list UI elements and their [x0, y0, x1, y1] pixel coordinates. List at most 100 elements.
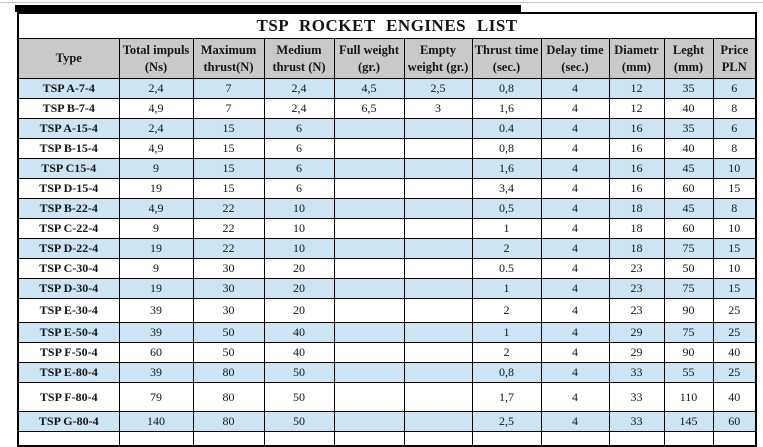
title-row: TSP ROCKET ENGINES LIST: [17, 12, 757, 39]
table-cell: 15: [192, 138, 265, 159]
table-cell: 20: [263, 278, 335, 299]
table-cell: 6: [263, 118, 335, 139]
row-type-label: TSP B-22-4: [17, 198, 120, 219]
table-row: TSP G-80-4 140 80 50 2,5 4 33 145 60: [17, 411, 757, 432]
table-cell: [333, 258, 405, 279]
table-cell: 1: [471, 278, 542, 299]
table-cell: 10: [263, 218, 335, 239]
table-cell: 29: [608, 342, 665, 363]
table-cell: 9: [118, 158, 194, 179]
table-cell: 1: [471, 322, 542, 343]
table-cell: 15: [712, 238, 757, 259]
table-cell: 45: [663, 198, 714, 219]
table-cell: 4: [540, 178, 610, 199]
table-cell: 35: [663, 118, 714, 139]
table-row: TSP C-30-4 9 30 20 0.5 4 23 50 10: [17, 258, 757, 279]
column-header: Empty weight (gr.): [403, 38, 473, 79]
table-cell: 15: [712, 278, 757, 299]
table-cell: 30: [192, 278, 265, 299]
row-type-label: TSP F-50-4: [17, 342, 120, 363]
table-cell: 18: [608, 218, 665, 239]
table-cell: 22: [192, 238, 265, 259]
top-black-bar: [15, 5, 521, 12]
table-cell: 6,5: [333, 98, 405, 119]
table-cell: 23: [608, 298, 665, 323]
window-top-edge: [0, 2, 763, 3]
table-cell: 35: [663, 78, 714, 99]
table-cell: 145: [663, 411, 714, 432]
table-row: TSP E-80-4 39 80 50 0,8 4 33 55 25: [17, 362, 757, 383]
table-cell: 2: [471, 238, 542, 259]
column-header: Full weight (gr.): [333, 38, 405, 79]
table-row: TSP C-22-4 9 22 10 1 4 18 60 10: [17, 218, 757, 239]
table-cell: 16: [608, 118, 665, 139]
table-cell: 79: [118, 382, 194, 412]
table-cell: 50: [263, 382, 335, 412]
table-cell: 6: [263, 158, 335, 179]
table-cell: 40: [712, 382, 757, 412]
table-cell: [403, 362, 473, 383]
table-row: TSP D-22-4 19 22 10 2 4 18 75 15: [17, 238, 757, 259]
table-cell: 25: [712, 322, 757, 343]
table-row: TSP B-7-4 4,9 7 2,4 6,5 3 1,6 4 12 40 8: [17, 98, 757, 119]
table-cell: [333, 138, 405, 159]
table-cell: 16: [608, 138, 665, 159]
row-type-label: TSP D-30-4: [17, 278, 120, 299]
table-cell: 4: [540, 258, 610, 279]
table-cell: 33: [608, 411, 665, 432]
table-cell: 140: [118, 411, 194, 432]
table-cell: 39: [118, 362, 194, 383]
table-cell: 12: [608, 78, 665, 99]
table-cell: 18: [608, 198, 665, 219]
table-cell: 0,8: [471, 78, 542, 99]
table-cell: [333, 382, 405, 412]
table-cell: 15: [192, 178, 265, 199]
table-row: TSP D-30-4 19 30 20 1 4 23 75 15: [17, 278, 757, 299]
table-cell: 6: [263, 178, 335, 199]
table-cell: 19: [118, 238, 194, 259]
table-cell: 29: [608, 322, 665, 343]
table-cell: 33: [608, 382, 665, 412]
table-cell: [333, 178, 405, 199]
rocket-engines-table: TSP ROCKET ENGINES LIST Type Total impuls…: [17, 12, 758, 447]
table-row: TSP D-15-4 19 15 6 3,4 4 16 60 15: [17, 178, 757, 199]
table-cell: [333, 158, 405, 179]
table-cell: 2,5: [403, 78, 473, 99]
header-row: Type Total impuls (Ns) Maximum thrust(N) Me…: [17, 38, 757, 79]
table-cell: 0,5: [471, 198, 542, 219]
table-row: TSP A-15-4 2,4 15 6 0.4 4 16 35 6: [17, 118, 757, 139]
table-cell: 6: [263, 138, 335, 159]
column-header: Maximum thrust(N): [192, 38, 265, 79]
row-type-label: TSP G-80-4: [17, 411, 120, 432]
table-cell: 22: [192, 198, 265, 219]
row-type-label: TSP A-15-4: [17, 118, 120, 139]
table-cell: 10: [712, 218, 757, 239]
table-cell: 1,7: [471, 382, 542, 412]
table-row: TSP F-50-4 60 50 40 2 4 29 90 40: [17, 342, 757, 363]
table-cell: 4: [540, 138, 610, 159]
table-cell: [403, 178, 473, 199]
table-cell: 4: [540, 298, 610, 323]
table-cell: 50: [263, 362, 335, 383]
table-cell: 15: [712, 178, 757, 199]
table-cell: 9: [118, 218, 194, 239]
row-type-label: TSP D-15-4: [17, 178, 120, 199]
table-cell: 8: [712, 98, 757, 119]
table-cell: 2,4: [263, 98, 335, 119]
table-cell: 23: [608, 258, 665, 279]
row-type-label: TSP B-15-4: [17, 138, 120, 159]
table-cell: 0,8: [471, 138, 542, 159]
table-cell: 55: [663, 362, 714, 383]
table-cell: 4: [540, 78, 610, 99]
table-cell: 60: [712, 411, 757, 432]
table-cell: 22: [192, 218, 265, 239]
table-cell: 15: [192, 158, 265, 179]
row-type-label: TSP E-80-4: [17, 362, 120, 383]
table-cell: [403, 238, 473, 259]
table-cell: 2,4: [118, 78, 194, 99]
table-cell: 40: [712, 342, 757, 363]
table-cell: 4: [540, 382, 610, 412]
table-cell: 25: [712, 362, 757, 383]
table-cell: 4,9: [118, 98, 194, 119]
table-cell: 3,4: [471, 178, 542, 199]
